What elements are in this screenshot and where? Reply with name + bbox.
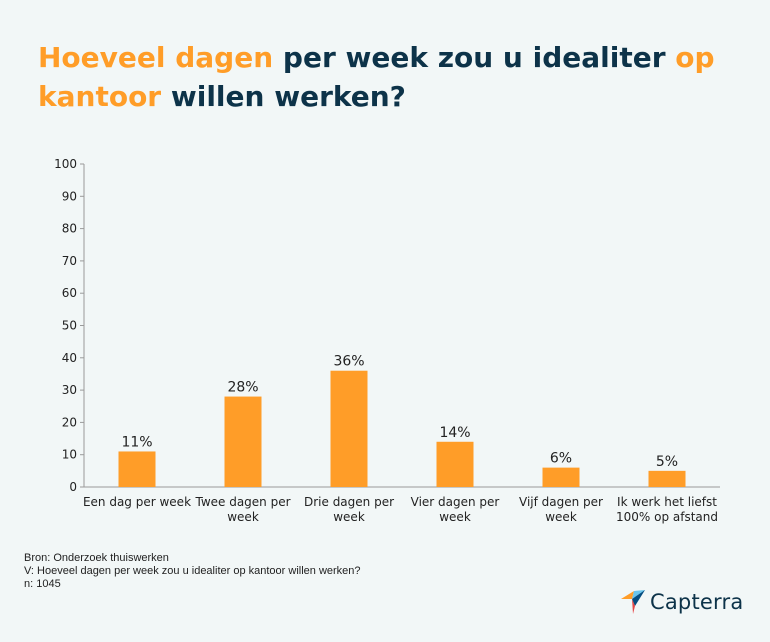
- data-label: 11%: [121, 434, 152, 450]
- x-category-label: Vijf dagen per: [519, 495, 603, 509]
- title-accent-1: Hoeveel dagen: [38, 41, 274, 74]
- y-tick-label: 90: [62, 189, 77, 203]
- data-label: 14%: [439, 425, 470, 441]
- source-line: Bron: Onderzoek thuiswerken: [24, 552, 169, 564]
- capterra-logo: Capterra: [620, 588, 743, 616]
- title-accent-2: op kantoor: [38, 41, 715, 113]
- x-category-label: Vier dagen per: [411, 495, 500, 509]
- y-tick-label: 0: [69, 480, 77, 494]
- capterra-logo-icon: [621, 590, 645, 614]
- data-label: 6%: [550, 451, 572, 467]
- x-category-label: Twee dagen per: [194, 495, 290, 509]
- x-category-label: Ik werk het liefst: [617, 495, 717, 509]
- y-tick-label: 100: [54, 157, 77, 171]
- y-tick-label: 70: [62, 254, 77, 268]
- x-category-label: 100% op afstand: [616, 510, 718, 524]
- source-note: Bron: Onderzoek thuiswerken V: Hoeveel d…: [24, 552, 361, 591]
- y-tick-label: 60: [62, 286, 77, 300]
- y-tick-label: 50: [62, 319, 77, 333]
- bar: [648, 470, 686, 487]
- sample-size-line: n: 1045: [24, 578, 61, 590]
- page-title: Hoeveel dagen per week zou u idealiter o…: [38, 38, 738, 116]
- question-line: V: Hoeveel dagen per week zou u idealite…: [24, 565, 361, 577]
- y-tick-label: 40: [62, 351, 77, 365]
- x-category-label: week: [545, 510, 577, 524]
- y-tick-label: 80: [62, 222, 77, 236]
- y-tick-label: 10: [62, 448, 77, 462]
- data-labels: 11% 28% 36% 14% 6% 5%: [121, 354, 678, 470]
- bar: [330, 370, 368, 487]
- title-text-2: willen werken?: [161, 80, 406, 113]
- bar: [542, 467, 580, 487]
- bar: [224, 396, 262, 487]
- data-label: 5%: [656, 454, 678, 470]
- bar: [118, 451, 156, 487]
- capterra-logo-text: Capterra: [650, 590, 744, 614]
- x-category-label: Drie dagen per: [304, 495, 394, 509]
- data-label: 28%: [227, 380, 258, 396]
- x-category-label: week: [227, 510, 259, 524]
- x-category-label: Een dag per week: [83, 495, 191, 509]
- x-category-label: week: [333, 510, 365, 524]
- y-axis: 0 10 20 30 40 50 60 70 80 90 100: [54, 157, 720, 494]
- x-category-label: week: [439, 510, 471, 524]
- y-tick-label: 20: [62, 415, 77, 429]
- y-tick-label: 30: [62, 383, 77, 397]
- bar: [436, 441, 474, 487]
- data-label: 36%: [333, 354, 364, 370]
- bars: [118, 370, 686, 487]
- title-text-1: per week zou u idealiter: [273, 41, 676, 74]
